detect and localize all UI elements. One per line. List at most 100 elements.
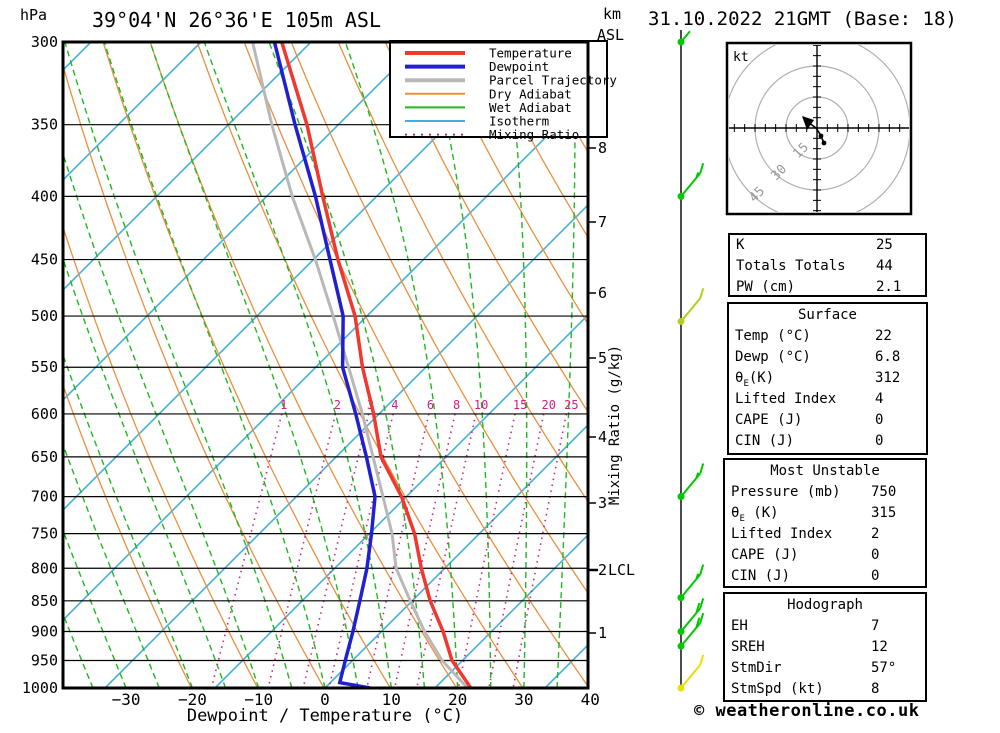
hodograph-unit-label: kt	[733, 50, 749, 65]
table-row: CIN (J) 0	[725, 566, 925, 587]
table-row-value: 750	[871, 484, 897, 500]
table-row: Dewp (°C) 6.8	[729, 347, 926, 368]
pressure-tick-label: 1000	[22, 679, 58, 697]
table-title: Most Unstable	[770, 463, 880, 479]
table-row-value: 4	[875, 391, 884, 407]
table-row-value: 22	[875, 328, 892, 344]
legend-label: Mixing Ratio	[489, 127, 579, 142]
surface-table: Surface Temp (°C) 22 Dewp (°C) 6.8 θE(K) 312 Li…	[727, 302, 928, 455]
table-row: StmSpd (kt) 8	[725, 679, 925, 700]
table-row-label: K	[736, 237, 745, 253]
pressure-tick-label: 450	[31, 251, 58, 269]
wet-adiabat-line	[103, 42, 326, 688]
mixing-ratio-value-label: 20	[541, 398, 555, 412]
pressure-tick-label: 700	[31, 488, 58, 506]
legend-label: Parcel Trajectory	[489, 73, 617, 88]
altitude-axis-unit-km: km	[603, 5, 622, 23]
table-row-label: EH	[731, 618, 748, 634]
table-row-label: StmDir	[731, 660, 782, 676]
wind-barb	[677, 564, 705, 602]
pressure-tick-label: 500	[31, 307, 58, 325]
wet-adiabat-line	[149, 42, 359, 688]
table-row: Temp (°C) 22	[729, 326, 926, 347]
isotherm-line	[63, 42, 312, 292]
table-row-label: CIN (J)	[731, 568, 791, 584]
mixing-ratio-value-label: 6	[427, 398, 434, 412]
wind-barb	[677, 30, 691, 46]
table-row-value: 6.8	[875, 349, 901, 365]
mixing-ratio-value-label: 1	[280, 398, 287, 412]
watermark-credit: © weatheronline.co.uk	[694, 701, 920, 721]
table-row: Lifted Index 2	[725, 524, 925, 545]
indices-table: K 25 Totals Totals 44 PW (cm) 2.1	[728, 233, 927, 297]
table-row: Lifted Index 4	[729, 389, 926, 410]
table-row-label: PW (cm)	[736, 279, 796, 295]
legend-label: Dry Adiabat	[489, 86, 572, 101]
mixing-ratio-value-label: 2	[334, 398, 341, 412]
wet-adiabat-line	[268, 42, 426, 688]
table-row-label: Temp (°C)	[735, 328, 811, 344]
dry-adiabat-line	[384, 42, 588, 414]
table-row-label: CIN (J)	[735, 433, 795, 449]
sounding-dewpoint-curve	[272, 42, 377, 688]
table-row: CAPE (J) 0	[725, 545, 925, 566]
km-tick-label: 2	[598, 561, 607, 579]
wind-barb	[677, 162, 705, 200]
hodograph-arrowhead	[802, 116, 814, 130]
pressure-tick-label: 950	[31, 651, 58, 669]
table-row: θE (K) 315	[725, 503, 925, 524]
dry-adiabat-line	[478, 42, 588, 239]
valid-date-label: 31.10.2022 21GMT (Base: 18)	[648, 8, 957, 30]
table-row-label: StmSpd (kt)	[731, 681, 824, 697]
skewt-background: 1 2 3 4 6 8 10 15 20 25	[0, 42, 588, 688]
table-row: CIN (J) 0	[729, 431, 926, 452]
table-row-label: SREH	[731, 639, 765, 655]
table-row: CAPE (J) 0	[729, 410, 926, 431]
table-row-value: 57°	[871, 660, 897, 676]
legend-label: Wet Adiabat	[489, 100, 572, 115]
temperature-tick-label: −10	[244, 690, 273, 709]
km-tick-label: 5	[598, 349, 607, 367]
page-title: 39°04'N 26°36'E 105m ASL	[92, 8, 381, 32]
mixing-ratio-value-label: 8	[453, 398, 460, 412]
table-row: StmDir 57°	[725, 658, 925, 679]
table-row: Totals Totals 44	[730, 256, 925, 277]
km-tick-label: 8	[598, 139, 607, 157]
pressure-tick-label: 300	[31, 33, 58, 51]
table-row: θE(K) 312	[729, 368, 926, 389]
pressure-tick-label: 650	[31, 448, 58, 466]
table-row-label: Totals Totals	[736, 258, 846, 274]
table-title: Hodograph	[787, 597, 863, 613]
mixing-ratio-value-label: 4	[391, 398, 398, 412]
table-row-label: θE (K)	[731, 505, 779, 524]
isotherm-line	[63, 42, 532, 512]
km-tick-label: 4	[598, 428, 607, 446]
wind-barb	[677, 463, 705, 501]
table-row-value: 0	[871, 568, 880, 584]
temperature-tick-label: −30	[112, 690, 141, 709]
isotherm-line	[63, 93, 588, 622]
table-row-label: Pressure (mb)	[731, 484, 841, 500]
hodograph-trace	[807, 121, 825, 144]
wet-adiabat-line	[0, 42, 27, 688]
km-tick-label: 7	[598, 213, 607, 231]
wind-barb	[677, 612, 705, 650]
isotherm-line	[434, 533, 588, 688]
isotherm-line	[324, 423, 588, 688]
table-row-value: 25	[876, 237, 893, 253]
table-row: Pressure (mb) 750	[725, 482, 925, 503]
mixing-ratio-value-label: 15	[513, 398, 527, 412]
table-row-value: 312	[875, 370, 901, 386]
wet-adiabat-line	[344, 42, 459, 688]
pressure-tick-label: 600	[31, 405, 58, 423]
isotherm-line	[63, 42, 202, 182]
wet-adiabat-line	[63, 352, 194, 688]
table-title: Surface	[797, 307, 857, 323]
isotherm-line	[214, 313, 588, 688]
legend-label: Temperature	[489, 46, 572, 61]
legend-label: Dewpoint	[489, 59, 549, 74]
table-row-value: 8	[871, 681, 880, 697]
